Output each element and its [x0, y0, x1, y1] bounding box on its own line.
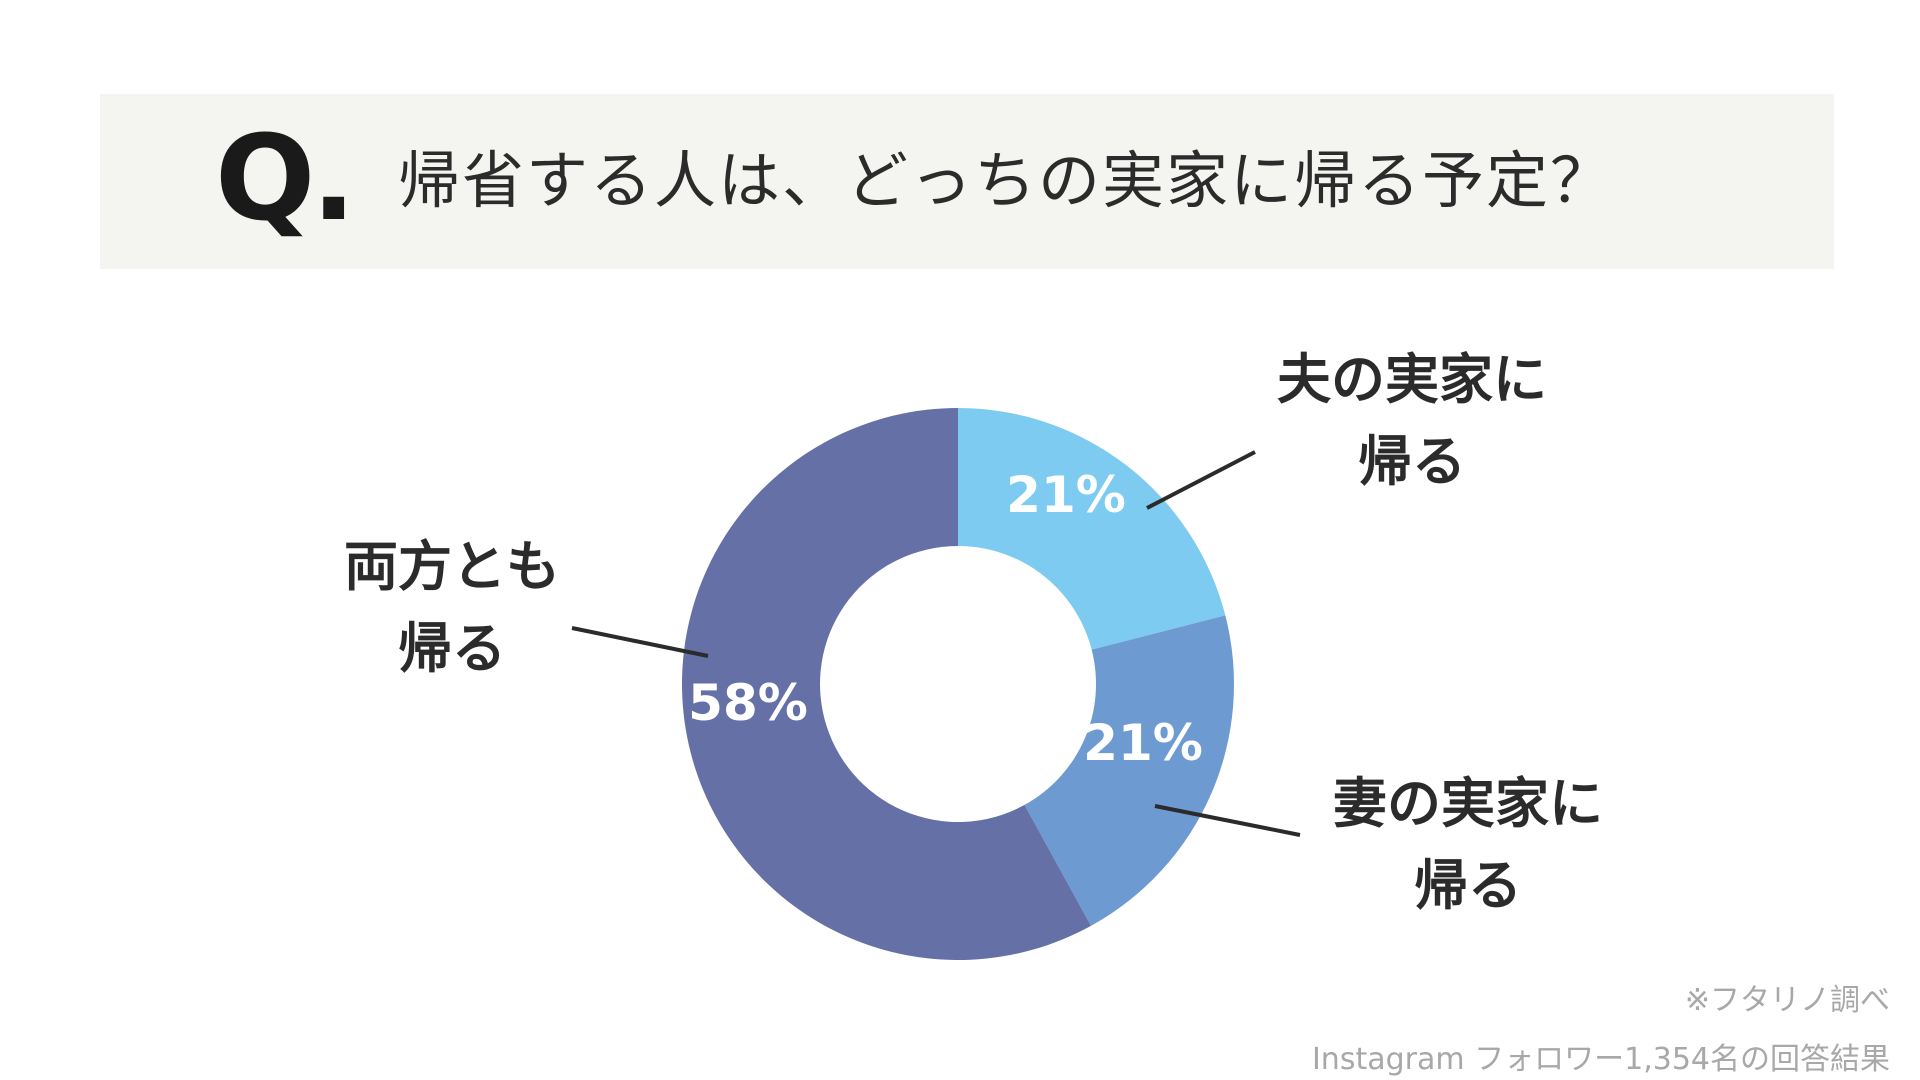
slice-category-label-3-line-1: 両方とも [344, 535, 560, 598]
pie-slice-2 [1024, 615, 1235, 926]
pie-slice-1 [958, 408, 1226, 650]
leader-line-3 [571, 626, 709, 658]
slice-category-label-1-line-1: 夫の実家に [1277, 348, 1547, 411]
question-banner [100, 94, 1834, 269]
leader-line-2 [1154, 804, 1301, 837]
leader-line-1 [1146, 450, 1256, 510]
sample-note: Instagram フォロワー1,354名の回答結果 [1311, 1042, 1890, 1077]
source-note: ※フタリノ調べ [1684, 983, 1890, 1018]
slice-category-label-2-line-2: 帰る [1414, 854, 1522, 917]
question-title: 帰省する人は、どっちの実家に帰る予定？ [398, 144, 1615, 217]
slice-value-label-2: 21% [1083, 714, 1203, 772]
q-mark: Q. [215, 109, 356, 247]
slice-value-label-3: 58% [688, 674, 808, 732]
slice-category-label-2-line-1: 妻の実家に [1333, 772, 1603, 835]
slice-value-label-1: 21% [1006, 466, 1126, 524]
slice-category-label-1-line-2: 帰る [1358, 430, 1466, 493]
pie-slice-3 [682, 408, 1091, 960]
slice-category-label-3-line-2: 帰る [398, 617, 506, 680]
